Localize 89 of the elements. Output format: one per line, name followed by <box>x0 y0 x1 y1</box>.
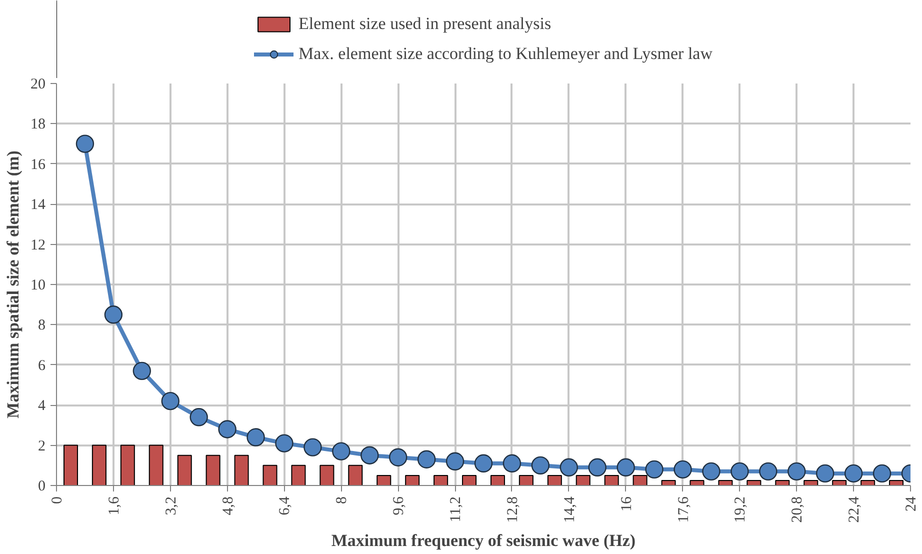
point <box>788 462 806 481</box>
bar <box>320 464 334 486</box>
point <box>132 362 151 380</box>
bar <box>405 474 420 486</box>
point <box>645 460 664 479</box>
point <box>616 458 635 476</box>
point <box>304 438 322 456</box>
point <box>816 464 834 483</box>
bar <box>177 454 192 486</box>
x-tick-label: 8 <box>334 496 350 504</box>
point <box>844 464 863 483</box>
legend-label: Element size used in present analysis <box>298 14 552 34</box>
point <box>190 408 208 426</box>
y-tick-label: 6 <box>38 358 46 374</box>
y-tick-label: 10 <box>30 278 46 294</box>
x-tick-label: 17,6 <box>676 496 692 523</box>
y-tick-label: 18 <box>30 116 46 133</box>
x-tick-label: 19,2 <box>732 496 749 523</box>
x-tick-label: 9,6 <box>391 496 408 516</box>
point <box>275 434 294 452</box>
point <box>76 134 94 153</box>
bar <box>576 474 590 486</box>
x-tick-label: 1,6 <box>106 496 122 516</box>
bar <box>889 480 904 486</box>
y-tick-label: 8 <box>38 318 46 334</box>
x-tick-label: 4,8 <box>220 496 236 516</box>
x-tick-label: 0 <box>50 496 66 504</box>
bar <box>348 464 363 486</box>
x-tick-label: 22,4 <box>846 496 863 523</box>
point <box>588 458 606 476</box>
y-tick-label: 12 <box>30 237 46 254</box>
point <box>474 454 493 472</box>
point <box>560 458 578 476</box>
bar <box>547 474 562 486</box>
bar <box>148 444 164 486</box>
point <box>446 452 464 470</box>
x-tick-label: 20,8 <box>790 496 806 523</box>
point <box>502 454 522 472</box>
y-tick-label: 20 <box>30 76 46 92</box>
x-tick-label: 14,4 <box>562 496 578 523</box>
bar <box>120 444 135 486</box>
y-tick-label: 16 <box>30 156 46 173</box>
bar <box>92 444 106 486</box>
legend-label: Max. element size according to Kuhlemeyer and Lysmer law <box>298 44 712 64</box>
point <box>246 428 265 446</box>
y-axis-title: Maximum spatial size of element (m) <box>4 150 22 418</box>
point <box>332 442 350 460</box>
bar <box>63 444 78 486</box>
bar <box>518 474 534 486</box>
bar <box>490 474 505 486</box>
bar <box>661 480 676 486</box>
point <box>730 462 749 481</box>
bar <box>775 480 790 486</box>
point <box>360 446 379 464</box>
point <box>218 420 236 438</box>
y-tick-label: 2 <box>38 438 46 454</box>
bar <box>291 464 306 486</box>
bar <box>234 454 249 486</box>
bar <box>690 480 704 486</box>
bar <box>262 464 278 486</box>
bar <box>462 474 477 486</box>
bar <box>376 474 392 486</box>
bar <box>746 480 762 486</box>
x-tick-label: 11,2 <box>448 496 464 522</box>
x-tick-label: 6,4 <box>277 496 294 516</box>
x-tick-label: 16 <box>618 496 635 512</box>
bar <box>860 480 876 486</box>
x-tick-label: 12,8 <box>504 496 521 523</box>
y-tick-label: 4 <box>38 398 46 414</box>
point <box>702 462 720 481</box>
y-tick-label: 14 <box>30 197 46 214</box>
bar <box>206 454 220 486</box>
point <box>674 460 692 479</box>
bar <box>804 480 818 486</box>
bar <box>632 474 648 486</box>
point <box>759 462 778 481</box>
point <box>389 448 408 466</box>
point <box>531 456 550 474</box>
bar <box>832 480 847 486</box>
x-axis-title: Maximum frequency of seismic wave (Hz) <box>331 530 636 550</box>
x-tick-label: 24 <box>904 496 920 512</box>
point <box>872 464 892 483</box>
x-tick-label: 3,2 <box>163 496 180 516</box>
bar <box>604 474 619 486</box>
point <box>417 450 436 468</box>
point <box>161 392 180 410</box>
bar <box>718 480 733 486</box>
bar <box>434 474 448 486</box>
point <box>104 306 123 324</box>
